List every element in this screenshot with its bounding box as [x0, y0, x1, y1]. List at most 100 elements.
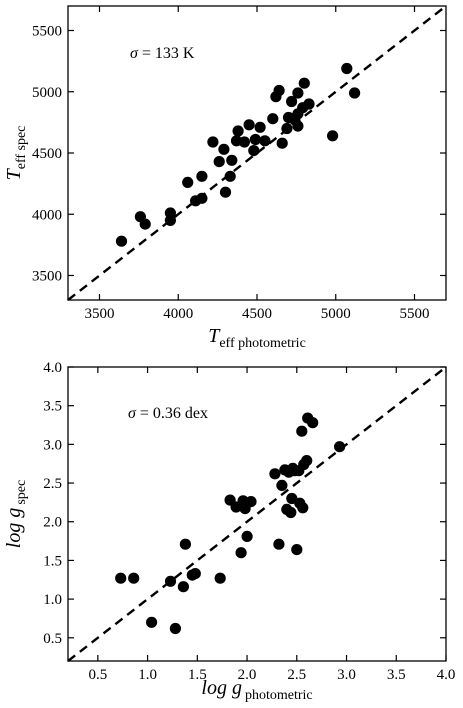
logg-x-tick-label: 1.0 — [138, 667, 157, 683]
teff-annotation: σ = 133 K — [130, 45, 195, 62]
teff-data-point — [327, 130, 339, 142]
logg-data-point — [301, 455, 313, 467]
teff-data-point — [238, 136, 250, 148]
teff-data-point — [182, 176, 194, 188]
teff-data-point — [248, 145, 260, 157]
teff-x-axis-label: Teff photometric — [208, 325, 306, 351]
logg-annotation-value: = 0.36 dex — [136, 405, 208, 422]
logg-data-point — [245, 496, 257, 508]
logg-points — [115, 412, 346, 635]
teff-x-tick-label: 5000 — [321, 306, 351, 322]
logg-reference-line — [67, 366, 447, 662]
teff-annotation-value: = 133 K — [138, 45, 195, 62]
teff-y-axis-label-sub: eff spec — [14, 126, 29, 170]
logg-x-tick-label: 4.0 — [437, 667, 456, 683]
teff-points — [115, 62, 361, 247]
teff-data-point — [276, 137, 288, 149]
logg-x-tick-label: 3.5 — [387, 667, 406, 683]
teff-data-point — [292, 87, 304, 99]
teff-data-point — [243, 119, 255, 131]
teff-y-tick-label: 4500 — [32, 146, 62, 162]
teff-y-tick-label: 5000 — [32, 85, 62, 101]
logg-data-point — [214, 572, 226, 584]
teff-x-tick-label: 4000 — [163, 306, 193, 322]
logg-data-point — [334, 441, 346, 453]
logg-y-tick-label: 3.5 — [43, 399, 62, 415]
logg-data-point — [276, 479, 288, 491]
logg-annotation-symbol: σ — [128, 405, 137, 422]
teff-data-point — [115, 235, 128, 247]
teff-data-point — [139, 218, 151, 230]
logg-data-point — [285, 506, 297, 519]
teff-data-point — [226, 154, 238, 166]
teff-y-ticks: 3500 4000 4500 5000 5500 — [32, 24, 446, 285]
teff-x-axis-label-main: T — [208, 325, 221, 347]
logg-y-axis-label-sub: spec — [14, 480, 29, 505]
logg-x-tick-label: 1.5 — [188, 667, 207, 683]
teff-data-point — [254, 121, 266, 133]
logg-x-tick-label: 2.0 — [238, 667, 257, 683]
teff-x-tick-label: 5500 — [400, 306, 430, 322]
logg-y-axis-label: log g spec — [3, 480, 29, 548]
logg-data-point — [296, 425, 308, 437]
logg-y-tick-label: 2.5 — [43, 476, 62, 492]
logg-data-point — [146, 616, 158, 628]
teff-y-axis-label-main: T — [3, 167, 25, 180]
teff-x-ticks: 3500 4000 4500 5000 5500 — [85, 6, 430, 322]
teff-data-point — [196, 170, 208, 182]
teff-data-point — [218, 143, 230, 155]
teff-data-point — [207, 136, 219, 148]
teff-reference-line — [67, 5, 447, 301]
teff-data-point — [219, 186, 232, 198]
logg-y-tick-label: 1.5 — [43, 553, 62, 569]
logg-data-point — [179, 538, 191, 550]
teff-data-point — [259, 135, 271, 147]
logg-x-axis-label-main: log g — [201, 677, 242, 699]
teff-data-point — [196, 192, 208, 204]
teff-data-point — [232, 125, 244, 137]
teff-y-axis-label: Teff spec — [3, 126, 29, 181]
teff-data-point — [213, 156, 225, 168]
panel-logg: 0.5 1.0 1.5 2.0 2.5 3.0 3.5 4.0 0.5 1.0 1.5 2.0 2.5… — [3, 360, 455, 703]
teff-data-point — [349, 87, 361, 99]
logg-data-point — [235, 547, 247, 559]
logg-data-point — [189, 568, 201, 580]
teff-data-point — [341, 62, 353, 75]
logg-y-tick-label: 2.0 — [43, 515, 62, 531]
logg-data-point — [177, 581, 189, 593]
logg-y-tick-label: 4.0 — [43, 360, 62, 376]
logg-x-axis-label: log g photometric — [201, 677, 312, 703]
teff-y-tick-label: 3500 — [32, 269, 62, 285]
teff-data-point — [303, 98, 315, 110]
logg-x-ticks: 0.5 1.0 1.5 2.0 2.5 3.0 3.5 4.0 — [88, 367, 455, 683]
logg-plot-frame — [67, 366, 447, 662]
logg-x-tick-label: 2.5 — [287, 667, 306, 683]
teff-data-point — [267, 113, 279, 125]
teff-data-point — [224, 170, 236, 182]
logg-data-point — [297, 502, 309, 514]
logg-data-point — [128, 572, 140, 584]
logg-x-tick-label: 3.0 — [337, 667, 356, 683]
logg-y-tick-label: 0.5 — [43, 631, 62, 647]
logg-data-point — [169, 622, 181, 635]
logg-x-tick-label: 0.5 — [88, 667, 107, 683]
logg-y-tick-label: 1.0 — [43, 592, 62, 608]
logg-x-axis-label-sub: photometric — [245, 688, 313, 703]
logg-data-point — [273, 538, 285, 550]
logg-data-point — [241, 530, 253, 543]
logg-data-point — [291, 544, 303, 556]
logg-y-tick-label: 3.0 — [43, 437, 62, 453]
logg-data-point — [115, 572, 127, 584]
teff-x-tick-label: 3500 — [85, 306, 115, 322]
teff-data-point — [164, 207, 176, 219]
teff-y-tick-label: 4000 — [32, 207, 62, 223]
logg-annotation: σ = 0.36 dex — [128, 405, 208, 422]
teff-x-axis-label-sub: eff photometric — [219, 336, 305, 351]
teff-data-point — [298, 77, 310, 89]
logg-y-ticks: 0.5 1.0 1.5 2.0 2.5 3.0 3.5 4.0 — [43, 360, 446, 647]
logg-data-point — [307, 417, 319, 429]
logg-data-point — [269, 468, 281, 480]
teff-x-tick-label: 4500 — [242, 306, 272, 322]
teff-data-point — [286, 95, 298, 108]
